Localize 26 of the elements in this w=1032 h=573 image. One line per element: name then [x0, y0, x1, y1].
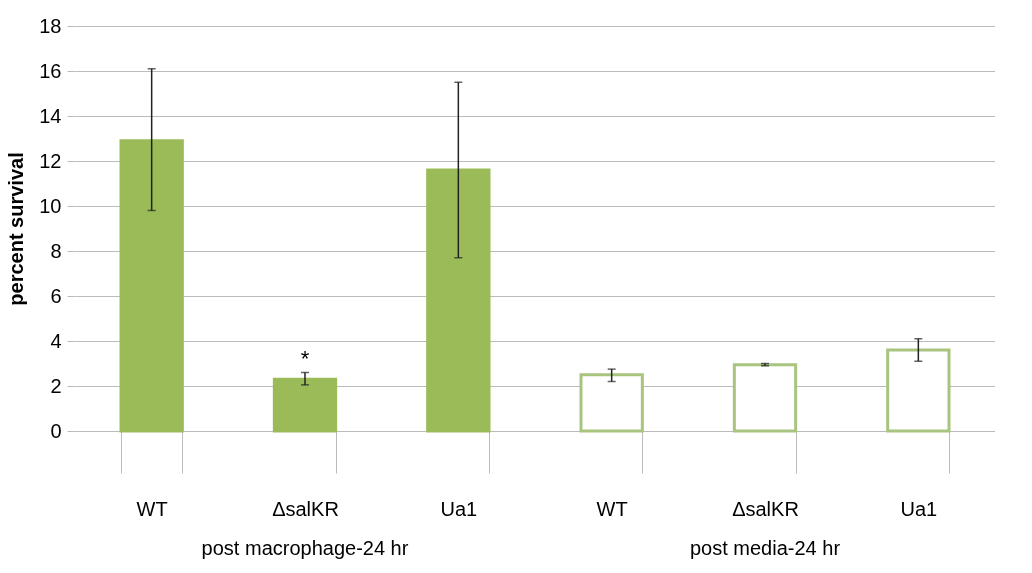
bar [426, 168, 491, 433]
y-tick-label: 6 [50, 284, 62, 307]
x-tick-label: Ua1 [440, 497, 478, 520]
y-tick-label: 4 [50, 329, 62, 352]
text: post media-24 hr [689, 537, 841, 559]
y-tick-label: 14 [39, 104, 62, 127]
x-tick-label: ΔsalKR [732, 497, 799, 520]
y-tick-label: 8 [50, 239, 62, 262]
y-axis-title: percent survival [5, 152, 28, 306]
text: post macrophage-24 hr [201, 537, 409, 559]
bar [579, 373, 644, 433]
x-tick-label: Ua1 [900, 497, 938, 520]
x-tick-label: WT [136, 497, 168, 520]
y-tick-label: 16 [39, 59, 62, 82]
x-tick-label: WT [596, 497, 628, 520]
y-tick-label: 0 [50, 419, 62, 442]
y-tick-label: 10 [39, 194, 62, 217]
bar [119, 139, 184, 433]
y-tick-label: 12 [39, 149, 62, 172]
bar [272, 377, 338, 433]
y-tick-label: 2 [50, 374, 62, 397]
y-tick-label: 18 [39, 14, 62, 37]
x-tick-label: ΔsalKR [272, 497, 339, 520]
annotation: * [300, 346, 310, 372]
bar [732, 363, 798, 433]
bar [886, 348, 951, 433]
